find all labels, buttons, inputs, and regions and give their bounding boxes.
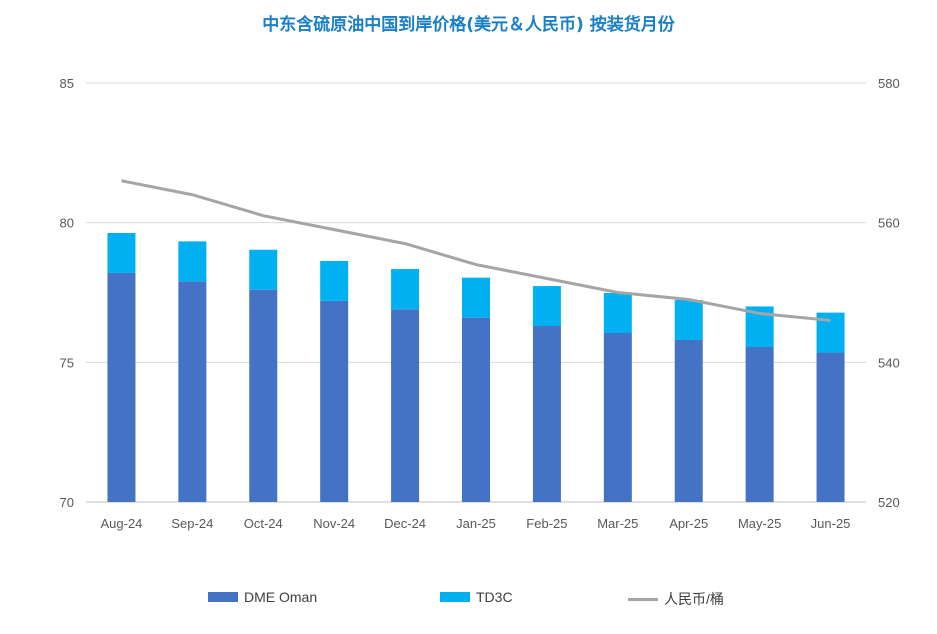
x-tick-label: Jun-25 [811, 516, 851, 531]
x-tick-label: Dec-24 [384, 516, 426, 531]
x-tick-label: Feb-25 [526, 516, 567, 531]
bar-dme-oman [816, 352, 845, 502]
x-tick-label: Sep-24 [171, 516, 213, 531]
bar-dme-oman [107, 272, 136, 502]
x-tick-label: Aug-24 [100, 516, 142, 531]
bar-dme-oman [391, 309, 420, 502]
right-tick-label: 580 [878, 76, 900, 91]
legend-rmb: 人民币/桶 [628, 589, 724, 609]
bar-dme-oman [178, 281, 207, 502]
bar-td3c [603, 293, 632, 334]
bar-dme-oman [532, 326, 561, 502]
left-tick-label: 70 [60, 495, 74, 510]
bar-td3c [532, 286, 561, 327]
legend-label: TD3C [476, 589, 513, 605]
x-tick-label: Nov-24 [313, 516, 355, 531]
legend-swatch-td3c [440, 592, 470, 602]
left-tick-label: 85 [60, 76, 74, 91]
legend-label: 人民币/桶 [664, 591, 724, 607]
bar-dme-oman [603, 333, 632, 502]
legend-swatch-dme [208, 592, 238, 602]
bar-dme-oman [674, 339, 703, 502]
bar-td3c [107, 233, 136, 273]
bar-td3c [391, 269, 420, 310]
bar-dme-oman [462, 317, 490, 502]
bar-dme-oman [249, 289, 278, 502]
x-tick-label: Apr-25 [669, 516, 708, 531]
x-tick-label: May-25 [738, 516, 781, 531]
right-tick-label: 520 [878, 495, 900, 510]
bar-td3c [462, 277, 490, 318]
line-rmb [121, 179, 831, 322]
bar-td3c [320, 260, 349, 301]
bar-td3c [178, 241, 207, 282]
chart-title: 中东含硫原油中国到岸价格(美元＆人民币) 按装货月份 [262, 15, 675, 35]
right-tick-label: 560 [878, 216, 900, 231]
bar-td3c [674, 300, 703, 340]
left-tick-label: 80 [60, 216, 74, 231]
bar-dme-oman [745, 346, 774, 502]
legend-line-rmb [628, 597, 658, 601]
x-tick-label: Mar-25 [597, 516, 638, 531]
x-tick-label: Oct-24 [244, 516, 283, 531]
bar-td3c [249, 249, 278, 290]
legend-dme-oman: DME Oman [208, 589, 317, 605]
x-tick-label: Jan-25 [456, 516, 496, 531]
legend-label: DME Oman [244, 589, 318, 605]
left-tick-label: 75 [60, 355, 74, 370]
right-tick-label: 540 [878, 355, 900, 370]
bar-dme-oman [320, 300, 349, 502]
legend-td3c: TD3C [440, 589, 513, 605]
